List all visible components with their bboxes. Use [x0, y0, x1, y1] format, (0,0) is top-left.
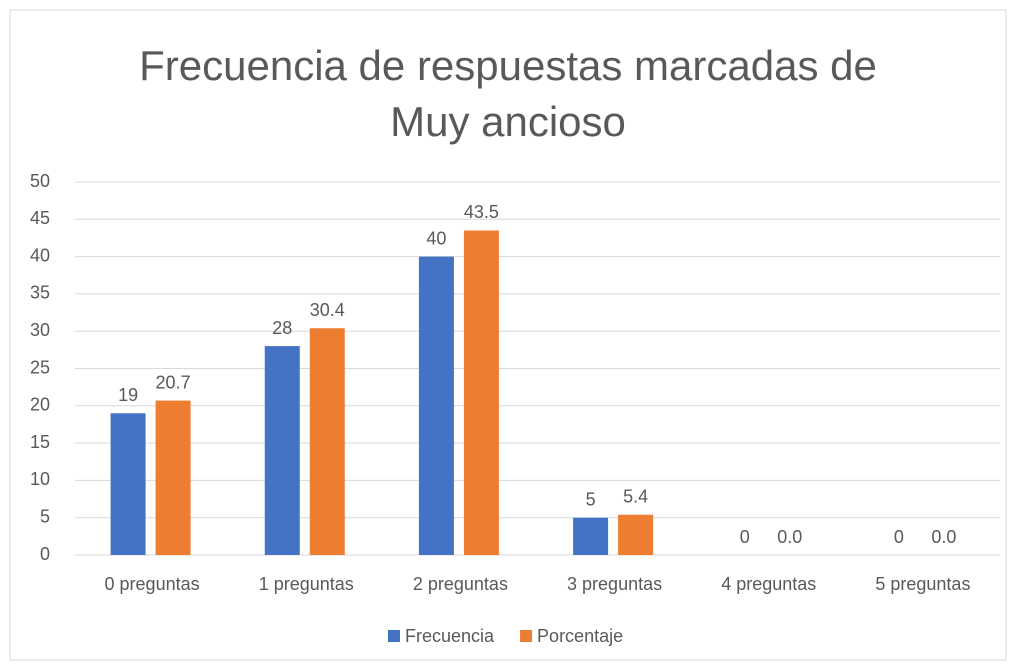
data-label: 5.4: [623, 486, 648, 506]
x-tick-label: 0 preguntas: [105, 574, 200, 594]
data-label: 19: [118, 385, 138, 405]
x-tick-label: 1 preguntas: [259, 574, 354, 594]
data-label: 20.7: [156, 372, 191, 392]
data-label: 0: [740, 527, 750, 547]
bar: [618, 514, 654, 555]
border: [9, 9, 1007, 661]
bar: [418, 256, 454, 555]
legend-label: Porcentaje: [537, 626, 623, 646]
bar: [573, 517, 609, 555]
y-tick-label: 10: [30, 469, 50, 489]
y-tick-label: 35: [30, 283, 50, 303]
y-tick-label: 40: [30, 245, 50, 265]
x-tick-label: 4 preguntas: [721, 574, 816, 594]
bar: [309, 328, 345, 555]
y-tick-label: 5: [40, 506, 50, 526]
y-tick-label: 15: [30, 432, 50, 452]
data-label: 30.4: [310, 300, 345, 320]
y-tick-label: 0: [40, 544, 50, 564]
y-tick-label: 50: [30, 171, 50, 191]
chart-title: Frecuencia de respuestas marcadas de Muy…: [139, 42, 877, 145]
data-label: 40: [426, 228, 446, 248]
data-label: 43.5: [464, 202, 499, 222]
data-label: 5: [586, 489, 596, 509]
y-tick-label: 20: [30, 395, 50, 415]
data-label: 0: [894, 527, 904, 547]
data-label: 0.0: [931, 527, 956, 547]
legend-label: Frecuencia: [405, 626, 495, 646]
bar: [155, 400, 191, 555]
bar: [264, 346, 300, 555]
data-label: 0.0: [777, 527, 802, 547]
legend-swatch: [388, 630, 400, 642]
x-tick-label: 5 preguntas: [875, 574, 970, 594]
bar: [110, 413, 146, 555]
x-tick-label: 2 preguntas: [413, 574, 508, 594]
bar: [463, 230, 499, 556]
y-tick-label: 30: [30, 320, 50, 340]
data-label: 28: [272, 318, 292, 338]
y-tick-label: 45: [30, 208, 50, 228]
y-tick-label: 25: [30, 357, 50, 377]
legend-swatch: [520, 630, 533, 642]
x-tick-label: 3 preguntas: [567, 574, 662, 594]
